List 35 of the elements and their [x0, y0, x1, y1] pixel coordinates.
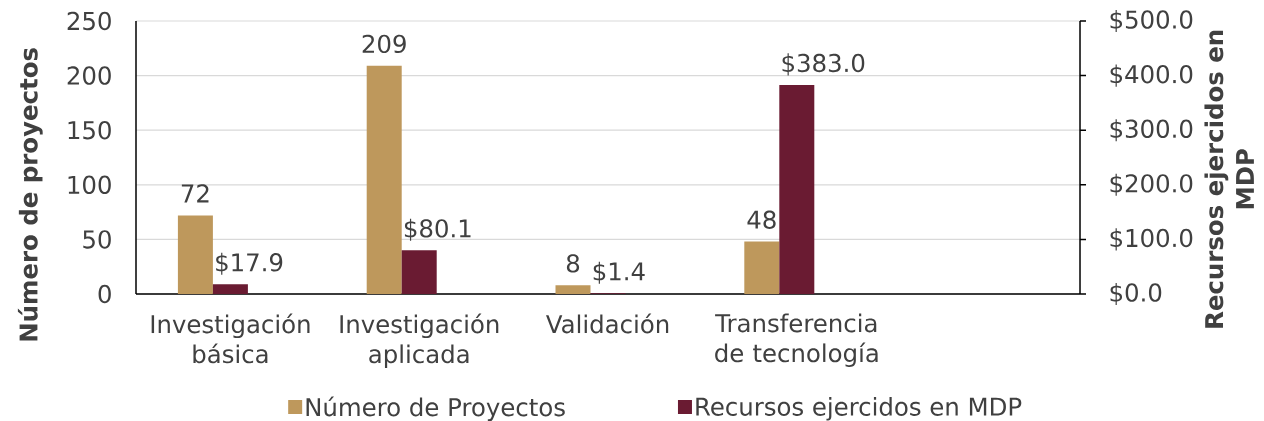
y-axis-title: Número de proyectos	[17, 48, 43, 341]
x-tick-label: Validación	[546, 313, 669, 334]
data-label: 209	[362, 34, 406, 54]
data-label: 48	[747, 210, 776, 229]
data-label: $80.1	[404, 218, 471, 241]
x-tick-label: Investigación básica	[151, 313, 310, 364]
bar	[401, 250, 437, 294]
y-tick-label: 50	[83, 230, 111, 249]
x-tick-label: Investigación aplicada	[340, 313, 499, 369]
legend-label: Recursos ejercidos en MDP	[696, 397, 1022, 421]
bar	[779, 84, 815, 294]
y2-tick-label: $300.0	[1110, 119, 1193, 142]
y2-tick-label: $400.0	[1110, 64, 1193, 87]
x-tick-label: Transferencia de tecnología	[715, 313, 878, 368]
y-tick-label: 100	[68, 175, 111, 195]
data-label: $383.0	[782, 53, 865, 76]
y2-tick-label: $200.0	[1110, 173, 1193, 196]
y2-tick-label: $100.0	[1110, 228, 1193, 251]
data-label: 8	[566, 254, 580, 273]
legend-label: Número de Proyectos	[306, 396, 565, 421]
bar	[366, 65, 402, 294]
y2-tick-label: $500.0	[1110, 9, 1193, 33]
bar	[555, 285, 591, 294]
y2-axis-title: Recursos ejercidos en MDP	[1204, 30, 1254, 328]
bar	[744, 241, 780, 294]
y-tick-label: 150	[68, 120, 111, 140]
y-tick-label: 0	[98, 284, 111, 304]
data-label: 72	[181, 184, 209, 203]
y-tick-label: 200	[67, 66, 111, 85]
data-label: $17.9	[216, 252, 283, 275]
data-label: $1.4	[593, 261, 645, 284]
bar	[212, 284, 248, 294]
bar	[177, 215, 213, 294]
y-tick-label: 250	[67, 11, 111, 31]
y2-tick-label: $0.0	[1110, 282, 1162, 306]
